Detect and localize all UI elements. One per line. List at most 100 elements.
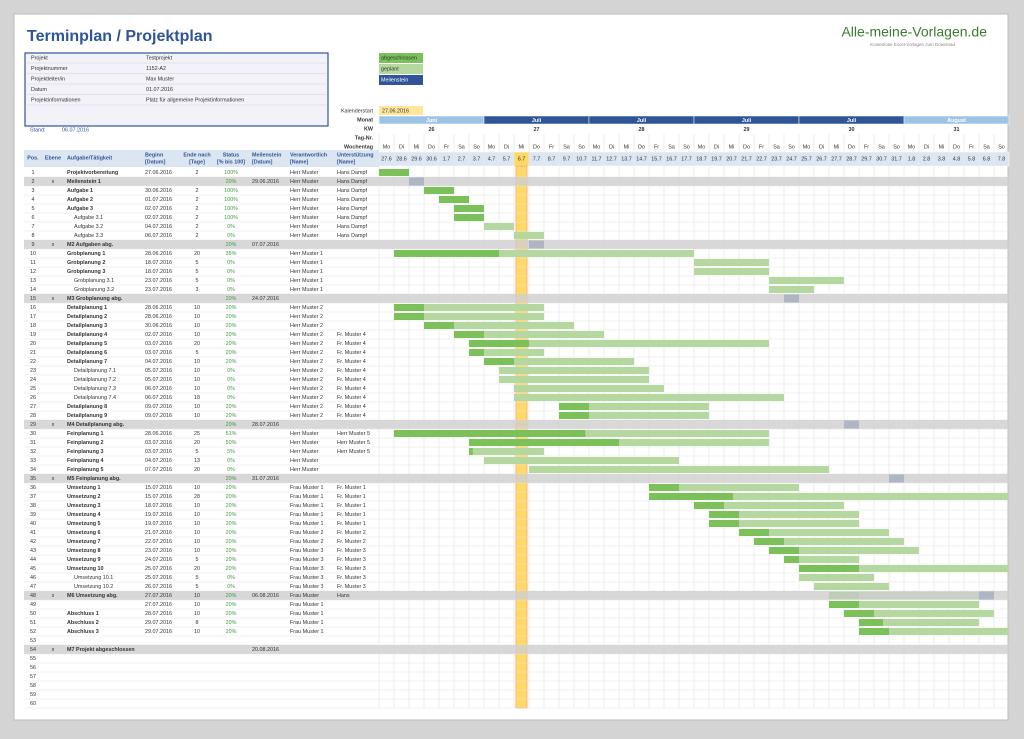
cell: 59 xyxy=(30,692,36,698)
cell: 16 xyxy=(30,305,36,311)
cell: 02.07.2016 xyxy=(145,215,172,221)
cell: 20% xyxy=(226,296,237,302)
bar-planned xyxy=(694,268,769,275)
cell: 26.07.2016 xyxy=(145,584,172,590)
date: 24.7 xyxy=(786,156,797,162)
cell: 20 xyxy=(194,251,200,257)
cell: 58 xyxy=(30,683,36,689)
cell: Detailplanung 7.3 xyxy=(74,386,116,392)
info-label: Datum xyxy=(31,87,47,93)
date: 10.7 xyxy=(576,156,587,162)
cell: 0% xyxy=(227,260,235,266)
cell: Umsetzung 4 xyxy=(67,512,101,518)
cell: Herr Muster xyxy=(290,440,319,446)
cell: 100% xyxy=(224,206,238,212)
cell: 10 xyxy=(194,413,200,419)
bar-planned xyxy=(844,610,994,617)
weekday: Sa xyxy=(983,144,990,150)
weekday: Sa xyxy=(773,144,780,150)
brand: Alle-meine-Vorlagen.de xyxy=(841,24,987,40)
cell: 5 xyxy=(32,206,35,212)
cell: 01.07.2016 xyxy=(145,197,172,203)
date: 27.7 xyxy=(831,156,842,162)
cell: 2 xyxy=(196,206,199,212)
cell: 0% xyxy=(227,467,235,473)
cell: Fr. Muster 4 xyxy=(337,413,366,419)
cell: 54 xyxy=(30,647,36,653)
info-label: Projektinformationen xyxy=(31,97,80,103)
cell: 20% xyxy=(226,566,237,572)
cell: 30.06.2016 xyxy=(145,188,172,194)
cell: 10 xyxy=(194,548,200,554)
cell: Detailplanung 5 xyxy=(67,341,107,347)
weekday: So xyxy=(473,144,480,150)
calendar-row-label: Monat xyxy=(357,117,373,123)
cell: 35% xyxy=(226,251,237,257)
cell: 0% xyxy=(227,278,235,284)
cell: 20 xyxy=(194,566,200,572)
cell: Herr Muster 2 xyxy=(290,359,323,365)
column-header: Status xyxy=(223,152,239,158)
cell: 20% xyxy=(226,323,237,329)
bar-planned xyxy=(649,493,1009,500)
cell: 20.08.2016 xyxy=(252,647,279,653)
calendar-start-cell xyxy=(379,106,423,115)
cell: Hans Dampf xyxy=(337,215,367,221)
weekday: Do xyxy=(743,144,750,150)
bar-done xyxy=(709,511,739,518)
cell: Projektvorbereitung xyxy=(67,170,118,176)
weekday: Di xyxy=(504,144,509,150)
cell: Abschluss 2 xyxy=(67,620,99,626)
cell: 5 xyxy=(196,278,199,284)
cell: 28 xyxy=(30,413,36,419)
cell: 29 xyxy=(30,422,36,428)
cell: 20% xyxy=(226,485,237,491)
cell: 22.07.2016 xyxy=(145,539,172,545)
cell: Frau Muster 1 xyxy=(290,485,324,491)
cell: 18 xyxy=(30,323,36,329)
date: 6.8 xyxy=(983,156,991,162)
cell: 3 xyxy=(196,287,199,293)
cell: Umsetzung 7 xyxy=(67,539,101,545)
month-cell xyxy=(903,115,1010,125)
weekday: So xyxy=(578,144,585,150)
weekday: Sa xyxy=(668,144,675,150)
cell: 20 xyxy=(194,467,200,473)
cell: 20% xyxy=(226,593,237,599)
cell: 20% xyxy=(226,350,237,356)
cell: 20% xyxy=(226,629,237,635)
cell: 20% xyxy=(226,620,237,626)
column-header: [% bis 100] xyxy=(217,159,245,165)
cell: Herr Muster xyxy=(290,179,319,185)
cell: Grobplanung 2 xyxy=(67,260,105,266)
cell: Detailplanung 4 xyxy=(67,332,107,338)
legend-label: abgeschlossen xyxy=(381,55,417,61)
date: 17.7 xyxy=(681,156,692,162)
cell: Herr Muster 2 xyxy=(290,368,323,374)
cell: Herr Muster 2 xyxy=(290,323,323,329)
date: 2.7 xyxy=(458,156,466,162)
cell: 25 xyxy=(194,431,200,437)
date: 3.8 xyxy=(938,156,946,162)
legend-label: geplant xyxy=(381,66,399,72)
cell: Herr Muster 2 xyxy=(290,314,323,320)
cell: 21.07.2016 xyxy=(145,530,172,536)
cell: Frau Muster 2 xyxy=(290,530,324,536)
cell: Detailplanung 7.4 xyxy=(74,395,116,401)
week-label: 29 xyxy=(744,127,750,133)
cell: 18 xyxy=(194,395,200,401)
cell: Hans Dampf xyxy=(337,224,367,230)
cell: 04.07.2016 xyxy=(145,458,172,464)
cell: 57 xyxy=(30,674,36,680)
cell: Frau Muster 1 xyxy=(290,503,324,509)
cell: 34 xyxy=(30,467,36,473)
bar-planned xyxy=(649,484,799,491)
cell: Grobplanung 3 xyxy=(67,269,105,275)
date: 30.7 xyxy=(876,156,887,162)
info-value: Platz für allgemeine Projektinformatione… xyxy=(146,97,244,103)
cell: Fr. Muster 4 xyxy=(337,350,366,356)
week-label: 31 xyxy=(954,127,960,133)
cell: 20% xyxy=(226,557,237,563)
bar-planned xyxy=(859,628,1009,635)
weekday: So xyxy=(998,144,1005,150)
